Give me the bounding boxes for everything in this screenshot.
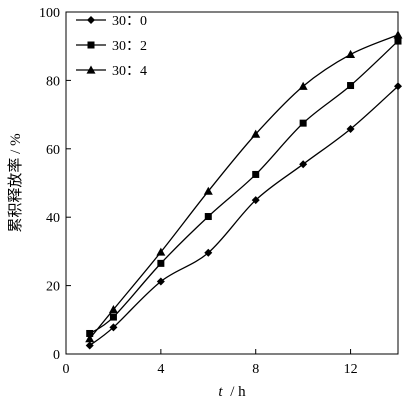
data-point-triangle [85,334,95,343]
data-point-diamond [109,323,118,332]
x-axis-unit: / h [230,384,246,400]
y-tick-label: 0 [53,348,60,363]
legend-marker-triangle [86,65,96,74]
x-tick-label: 0 [63,362,70,377]
data-point-square [204,213,212,221]
series-lines [89,34,399,346]
y-axis-title: 累积释放率 / % [7,133,24,232]
y-tick-label: 60 [46,143,60,158]
data-point-square [299,119,307,127]
y-tick-label: 100 [39,6,60,21]
x-axis-variable: t [218,384,223,400]
data-point-diamond [394,82,402,91]
data-point-diamond [156,277,165,286]
axis-ticks: 0 4 8 12 0 20 40 60 80 100 [39,6,358,377]
legend: 30：0 30：2 30：4 [76,14,147,79]
data-point-triangle [346,49,356,59]
data-point-diamond [346,124,355,133]
data-point-square [86,329,94,337]
x-tick-label: 4 [157,362,164,377]
x-tick-label: 8 [252,362,259,377]
data-point-diamond [299,160,308,169]
data-point-triangle [203,186,213,195]
legend-marker-diamond [87,16,95,24]
plot-area [65,11,399,355]
data-point-square [109,313,117,321]
data-point-square [347,82,355,90]
series-markers [85,30,403,350]
data-point-square [157,259,165,267]
legend-label: 30：4 [112,64,147,79]
data-point-square [394,37,402,45]
series-line-diamond [89,85,399,346]
legend-label: 30：0 [112,14,147,29]
data-point-square [252,170,260,178]
data-point-diamond [85,341,94,350]
x-axis-title: t / h [218,384,246,400]
data-point-triangle [393,30,403,39]
data-point-triangle [108,305,118,314]
data-point-triangle [251,129,261,138]
y-tick-label: 40 [46,211,60,226]
data-point-diamond [251,196,260,205]
x-tick-label: 12 [344,362,358,377]
y-tick-label: 20 [46,280,60,295]
data-point-diamond [204,248,213,257]
data-point-triangle [156,247,166,256]
data-point-triangle [298,81,308,90]
legend-label: 30：2 [112,39,147,54]
y-tick-label: 80 [46,74,60,89]
series-line-triangle [89,34,399,340]
legend-marker-square [87,41,95,49]
plot-frame [65,11,399,355]
